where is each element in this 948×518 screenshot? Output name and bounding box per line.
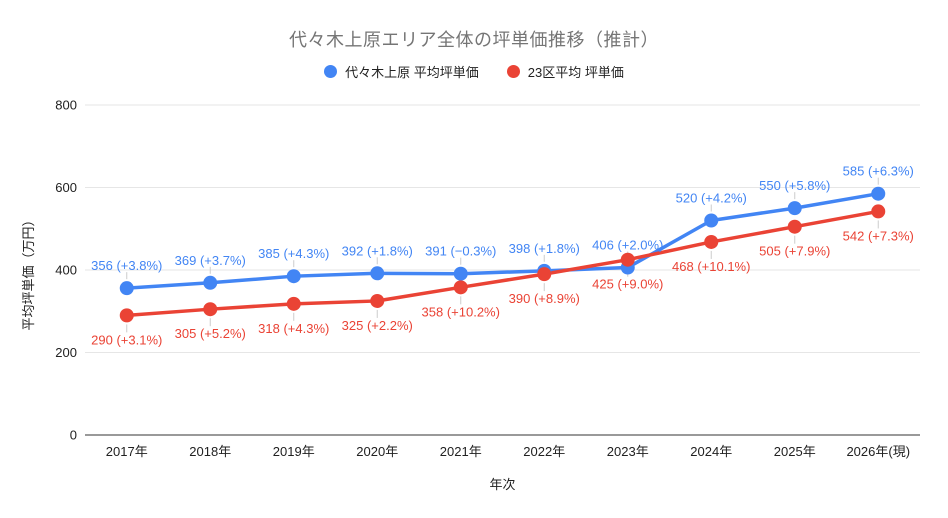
x-tick-label: 2018年 (189, 444, 231, 459)
data-point[interactable] (203, 275, 218, 290)
x-axis-title: 年次 (489, 477, 515, 492)
annotation-label: 398 (+1.8%) (509, 241, 580, 256)
annotation-label: 550 (+5.8%) (759, 178, 830, 193)
data-point[interactable] (286, 269, 301, 284)
x-tick-label: 2020年 (356, 444, 398, 459)
data-point[interactable] (370, 266, 385, 281)
annotation-label: 425 (+9.0%) (592, 277, 663, 292)
annotation-label: 290 (+3.1%) (91, 332, 162, 347)
data-point[interactable] (871, 186, 886, 201)
annotation-label: 369 (+3.7%) (175, 253, 246, 268)
y-tick-label: 0 (70, 428, 77, 443)
annotation-label: 585 (+6.3%) (843, 164, 914, 179)
x-tick-label: 2021年 (440, 444, 482, 459)
series-line (125, 191, 880, 290)
legend: 代々木上原 平均坪単価 23区平均 坪単価 (0, 62, 948, 81)
data-point[interactable] (119, 308, 134, 323)
data-point[interactable] (704, 234, 719, 249)
x-tick-label: 2017年 (106, 444, 148, 459)
data-point[interactable] (871, 204, 886, 219)
data-point[interactable] (704, 213, 719, 228)
legend-dot-red-icon (506, 65, 520, 78)
annotation-label: 468 (+10.1%) (672, 259, 750, 274)
annotation-label: 392 (+1.8%) (342, 243, 413, 258)
data-point[interactable] (620, 252, 635, 267)
legend-label-23ku: 23区平均 坪単価 (527, 65, 624, 80)
x-tick-label: 2022年 (523, 444, 565, 459)
x-tick-label: 2023年 (607, 444, 649, 459)
y-tick-label: 200 (55, 345, 77, 360)
data-point[interactable] (286, 296, 301, 311)
data-point[interactable] (453, 280, 468, 295)
x-tick-label: 2019年 (273, 444, 315, 459)
data-point[interactable] (787, 219, 802, 234)
chart-title: 代々木上原エリア全体の坪単価推移（推計） (289, 30, 659, 50)
annotation-label: 356 (+3.8%) (91, 258, 162, 273)
annotation-label: 325 (+2.2%) (342, 318, 413, 333)
legend-dot-blue-icon (324, 65, 338, 78)
data-point[interactable] (370, 293, 385, 308)
legend-item-23ku: 23区平均 坪単価 (506, 62, 624, 81)
annotation-label: 406 (+2.0%) (592, 238, 663, 253)
x-tick-label: 2025年 (774, 444, 816, 459)
x-tick-label: 2024年 (690, 444, 732, 459)
data-point[interactable] (119, 281, 134, 296)
y-tick-label: 600 (55, 180, 77, 195)
annotation-label: 318 (+4.3%) (258, 321, 329, 336)
legend-item-yoyogiuehara: 代々木上原 平均坪単価 (324, 62, 479, 81)
annotation-label: 390 (+8.9%) (509, 291, 580, 306)
annotation-label: 358 (+10.2%) (422, 304, 500, 319)
y-axis-title: 平均坪単価（万円） (21, 213, 36, 330)
annotation-label: 505 (+7.9%) (759, 244, 830, 259)
annotation-label: 542 (+7.3%) (843, 228, 914, 243)
data-point[interactable] (203, 302, 218, 317)
legend-label-yoyogiuehara: 代々木上原 平均坪単価 (345, 65, 479, 80)
series-line (125, 209, 880, 318)
annotation-label: 391 (−0.3%) (425, 244, 496, 259)
y-tick-label: 800 (55, 98, 77, 113)
y-tick-label: 400 (55, 263, 77, 278)
data-point[interactable] (537, 267, 552, 282)
annotation-label: 305 (+5.2%) (175, 326, 246, 341)
x-tick-label: 2026年(現) (846, 444, 910, 459)
data-point[interactable] (787, 201, 802, 216)
annotation-label: 520 (+4.2%) (676, 191, 747, 206)
annotation-label: 385 (+4.3%) (258, 246, 329, 261)
data-point[interactable] (453, 266, 468, 281)
